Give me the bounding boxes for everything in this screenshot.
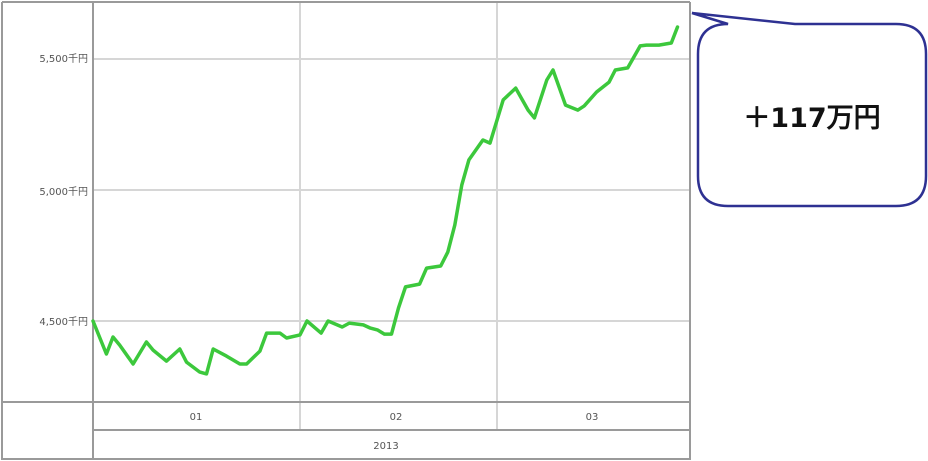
y-tick-label-5500: 5,500千円 bbox=[39, 53, 88, 65]
grid-layer bbox=[1, 1, 691, 460]
x-month-label-03: 03 bbox=[586, 412, 599, 423]
x-month-label-01: 01 bbox=[190, 412, 203, 423]
x-month-label-02: 02 bbox=[390, 412, 403, 423]
callout-text: ＋117万円 bbox=[743, 103, 880, 134]
y-tick-label-5000: 5,000千円 bbox=[39, 186, 88, 198]
y-tick-label-4500: 4,500千円 bbox=[39, 316, 88, 328]
tick-layer: 5,500千円 5,000千円 4,500千円 01 02 03 2013 bbox=[39, 53, 598, 452]
x-year-label: 2013 bbox=[373, 441, 398, 452]
series-line bbox=[91, 25, 680, 376]
callout-bubble: ＋117万円 bbox=[691, 11, 928, 208]
callout-shape bbox=[691, 11, 928, 208]
